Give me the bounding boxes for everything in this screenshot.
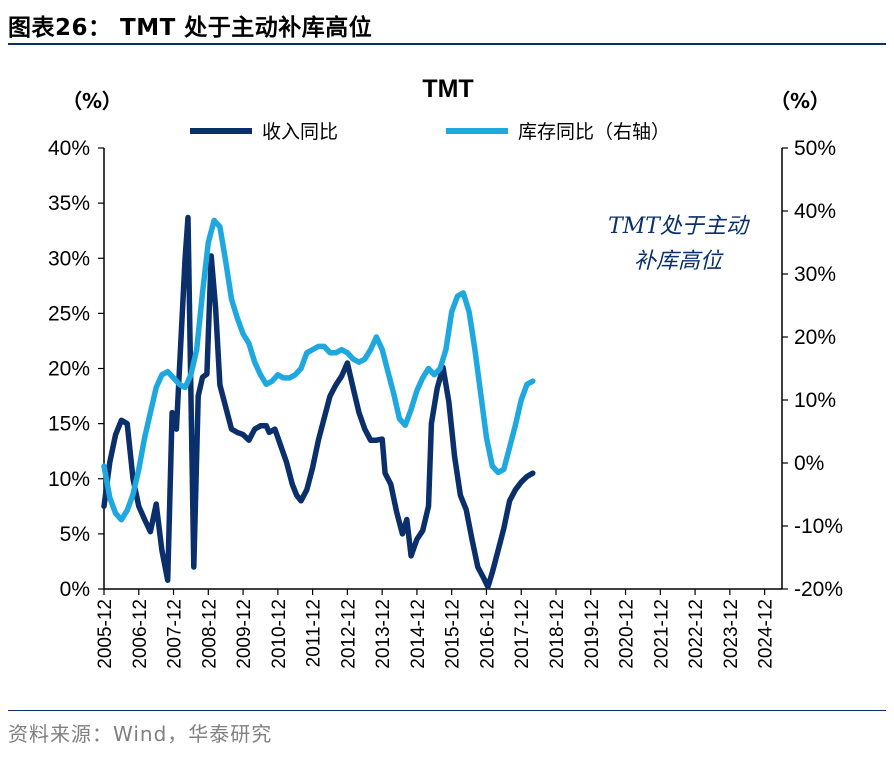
x-tick-label: 2016-12 — [477, 599, 498, 669]
series-line-revenue-yoy — [101, 214, 536, 590]
x-tick-label: 2017-12 — [512, 599, 533, 669]
x-tick-label: 2018-12 — [547, 599, 568, 669]
title-divider — [8, 43, 886, 45]
right-tick-label: 20% — [794, 326, 836, 349]
x-tick-label: 2007-12 — [165, 599, 186, 669]
left-tick-label: 40% — [48, 137, 90, 160]
x-tick-label: 2024-12 — [756, 599, 777, 669]
chart-title: TMT — [422, 75, 473, 103]
x-tick-label: 2006-12 — [130, 599, 151, 669]
figure-title: 图表26： TMT 处于主动补库高位 — [8, 15, 373, 41]
x-tick-label: 2012-12 — [338, 599, 359, 669]
x-tick-label: 2008-12 — [199, 599, 220, 669]
annotation-line-1: TMT处于主动 — [608, 214, 751, 239]
x-tick-label: 2010-12 — [269, 599, 290, 669]
left-tick-label: 5% — [60, 523, 90, 546]
legend-label-inventory: 库存同比（右轴） — [518, 121, 670, 143]
x-axis-ticks: 2005-12 2006-12 2007-12 2008-12 2009-12 2010-… — [95, 589, 777, 669]
right-tick-label: 10% — [794, 389, 836, 412]
left-tick-label: 20% — [48, 358, 90, 381]
x-tick-label: 2009-12 — [234, 599, 255, 669]
left-tick-label: 0% — [60, 578, 90, 601]
series-group — [101, 214, 536, 590]
left-tick-label: 15% — [48, 413, 90, 436]
footer-divider — [8, 710, 886, 711]
x-tick-label: 2005-12 — [95, 599, 116, 669]
legend: 收入同比 库存同比（右轴） — [190, 121, 670, 143]
legend-label-revenue: 收入同比 — [262, 121, 338, 143]
annotation-line-2: 补库高位 — [634, 249, 724, 274]
right-tick-label: -10% — [794, 515, 843, 538]
left-tick-label: 10% — [48, 468, 90, 491]
left-axis-ticks: 0% 5% 10% 15% 20% 25% 30% 35% 40% — [48, 137, 104, 601]
x-tick-label: 2023-12 — [721, 599, 742, 669]
chart: TMT （%） （%） 收入同比 库存同比（右轴） 0% 5% 10% 15% 20% 2… — [48, 75, 843, 669]
source-note: 资料来源：Wind，华泰研究 — [8, 722, 273, 746]
right-axis-unit: （%） — [770, 89, 830, 113]
x-tick-label: 2020-12 — [617, 599, 638, 669]
right-tick-label: 50% — [794, 137, 836, 160]
x-tick-label: 2019-12 — [582, 599, 603, 669]
left-axis-unit: （%） — [62, 89, 122, 113]
left-tick-label: 30% — [48, 247, 90, 270]
x-tick-label: 2011-12 — [304, 599, 325, 667]
left-tick-label: 25% — [48, 302, 90, 325]
right-axis-ticks: -20% -10% 0% 10% 20% 30% 40% 50% — [782, 137, 843, 601]
right-tick-label: 30% — [794, 263, 836, 286]
left-tick-label: 35% — [48, 192, 90, 215]
x-tick-label: 2015-12 — [443, 599, 464, 669]
right-tick-label: 40% — [794, 200, 836, 223]
series-line-inventory-yoy — [101, 217, 536, 523]
x-tick-label: 2021-12 — [651, 599, 672, 669]
x-tick-label: 2022-12 — [686, 599, 707, 669]
right-tick-label: 0% — [794, 452, 824, 475]
right-tick-label: -20% — [794, 578, 843, 601]
x-tick-label: 2013-12 — [373, 599, 394, 669]
x-tick-label: 2014-12 — [408, 599, 429, 669]
